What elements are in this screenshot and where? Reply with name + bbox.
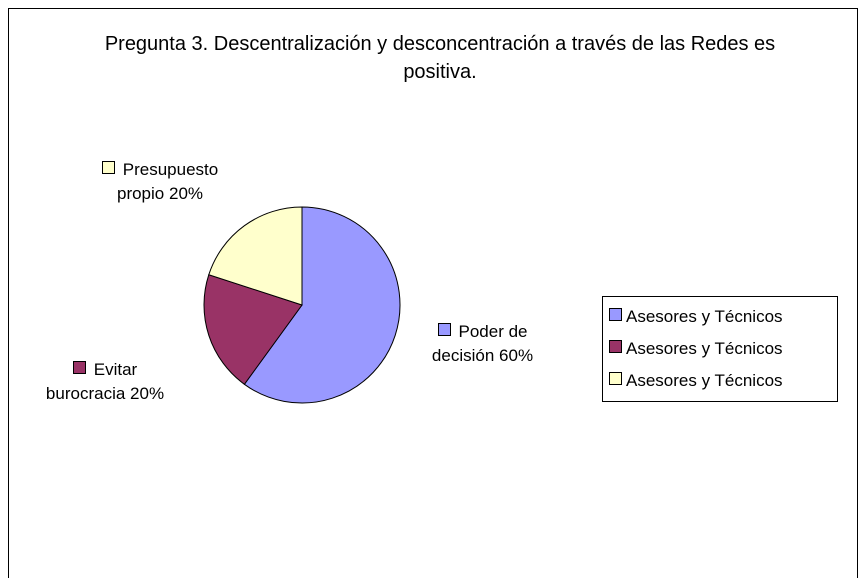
data-label-value: 20% — [130, 384, 165, 403]
pie-slice — [203, 274, 303, 385]
legend-swatch — [609, 340, 622, 353]
data-label-category: Presupuesto propio — [116, 160, 219, 203]
data-label-marker — [72, 361, 86, 374]
data-label-category: Evitar burocracia — [45, 360, 138, 403]
data-label-marker — [101, 161, 115, 174]
data-label: Evitar burocracia 20% — [45, 358, 165, 406]
data-label: Poder de decisión 60% — [405, 320, 560, 368]
pie-slice — [208, 206, 303, 306]
legend-swatch — [609, 308, 622, 321]
chart-title: Pregunta 3. Descentralización y desconce… — [104, 33, 776, 83]
legend-label: Asesores y Técnicos — [626, 339, 783, 358]
data-label-value: 20% — [168, 184, 204, 203]
legend-swatch — [609, 372, 622, 385]
data-label-marker — [437, 323, 451, 336]
data-label-value: 60% — [499, 346, 534, 365]
pie-slice — [243, 206, 401, 404]
legend-entry: Asesores y Técnicos — [609, 365, 837, 397]
chart-border — [8, 8, 858, 578]
legend-label: Asesores y Técnicos — [626, 371, 783, 390]
legend-entry: Asesores y Técnicos — [609, 333, 837, 365]
legend-label: Asesores y Técnicos — [626, 307, 783, 326]
legend: Asesores y Técnicos Asesores y Técnicos As… — [602, 296, 838, 402]
data-label: Presupuesto propio 20% — [85, 158, 235, 206]
data-label-category: Poder de decisión — [431, 322, 528, 365]
legend-entry: Asesores y Técnicos — [609, 301, 837, 333]
